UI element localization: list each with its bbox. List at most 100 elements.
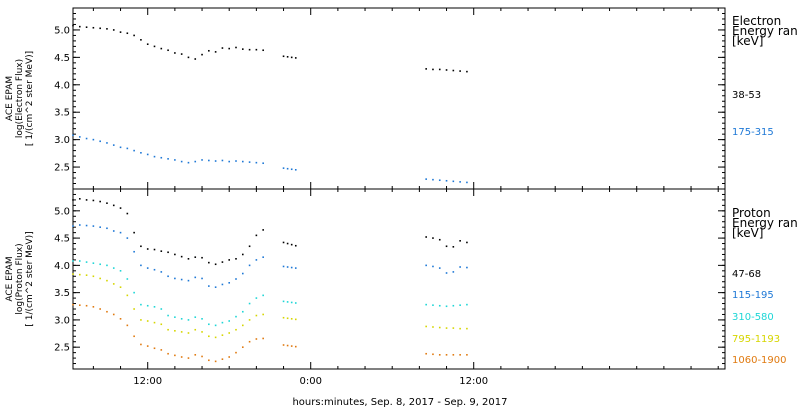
data-point (153, 321, 156, 324)
data-point (187, 357, 190, 359)
data-point (99, 308, 101, 310)
data-point (452, 69, 455, 72)
data-point (174, 354, 176, 357)
data-point (445, 327, 448, 329)
data-point (194, 160, 197, 163)
data-point (187, 161, 190, 164)
data-point (106, 202, 108, 204)
data-point (160, 47, 163, 50)
data-point (228, 259, 231, 261)
data-point (201, 318, 203, 320)
data-point (153, 268, 156, 271)
series-175-315 (72, 134, 468, 184)
data-point (133, 149, 135, 152)
data-point (85, 224, 88, 227)
data-point (221, 358, 224, 360)
data-point (235, 351, 237, 354)
data-point (466, 70, 468, 73)
data-point (133, 335, 135, 338)
data-point (153, 347, 156, 350)
legend-title-line: [keV] (732, 34, 763, 48)
x-tick-label: 12:00 (133, 376, 162, 387)
data-point (126, 237, 129, 239)
data-point (78, 198, 81, 200)
data-point (160, 271, 163, 273)
data-point (174, 159, 176, 161)
data-point (78, 25, 81, 28)
data-point (438, 68, 441, 71)
data-point (294, 345, 297, 348)
data-point (248, 264, 251, 267)
data-point (248, 319, 251, 321)
data-point (294, 267, 297, 269)
data-point (262, 294, 264, 297)
data-point (214, 51, 217, 53)
data-point (235, 315, 237, 318)
data-point (92, 262, 95, 264)
data-point (294, 57, 297, 59)
data-point (248, 245, 251, 248)
data-point (201, 277, 203, 280)
data-point (235, 278, 237, 280)
data-point (160, 323, 163, 326)
data-point (459, 266, 461, 268)
data-point (167, 158, 169, 160)
data-point (452, 354, 455, 356)
data-point (194, 276, 197, 279)
data-point (286, 344, 289, 347)
data-point (466, 327, 468, 330)
y-axis-label-line: ACE EPAM (5, 76, 15, 121)
data-point (180, 356, 183, 358)
data-point (290, 243, 293, 246)
data-point (167, 314, 169, 317)
y-tick-label: 3.0 (54, 135, 70, 146)
data-point (221, 283, 224, 286)
data-point (286, 301, 289, 303)
data-point (208, 261, 210, 264)
data-point (92, 138, 95, 141)
data-point (208, 49, 210, 52)
data-point (112, 230, 115, 232)
data-point (174, 316, 176, 318)
data-point (248, 161, 251, 163)
data-point (221, 261, 224, 263)
data-point (425, 352, 427, 355)
data-point (78, 304, 81, 306)
x-axis-label: hours:minutes, Sep. 8, 2017 - Sep. 9, 20… (292, 397, 507, 408)
data-point (106, 264, 108, 267)
data-point (133, 308, 135, 310)
data-point (146, 267, 149, 269)
plot-frame (72, 188, 726, 370)
data-point (459, 70, 461, 72)
data-point (112, 313, 115, 316)
data-point (438, 304, 441, 307)
data-point (294, 318, 297, 321)
data-point (221, 47, 224, 49)
data-point (78, 136, 81, 138)
data-point (255, 314, 258, 317)
data-point (119, 231, 122, 234)
data-point (290, 266, 293, 269)
data-point (119, 270, 122, 272)
data-point (438, 267, 441, 269)
legend-title-line: Proton (732, 206, 771, 220)
data-point (445, 245, 448, 248)
data-point (294, 169, 297, 171)
data-point (187, 279, 190, 282)
data-point (208, 159, 210, 162)
data-point (255, 234, 258, 237)
data-point (201, 355, 203, 358)
data-point (112, 29, 115, 31)
data-point (112, 204, 115, 207)
electron-flux-panel: 2.5 3.0 3.5 4.0 4.5 5.0 ACE EPAM log(Electron F… (5, 7, 798, 190)
data-point (146, 43, 149, 45)
data-point (119, 146, 122, 149)
data-point (153, 306, 156, 308)
data-point (221, 321, 224, 324)
data-point (160, 250, 163, 252)
data-point (85, 261, 88, 263)
data-point (459, 354, 461, 356)
data-point (438, 326, 441, 329)
data-point (194, 354, 197, 356)
data-point (228, 47, 231, 50)
